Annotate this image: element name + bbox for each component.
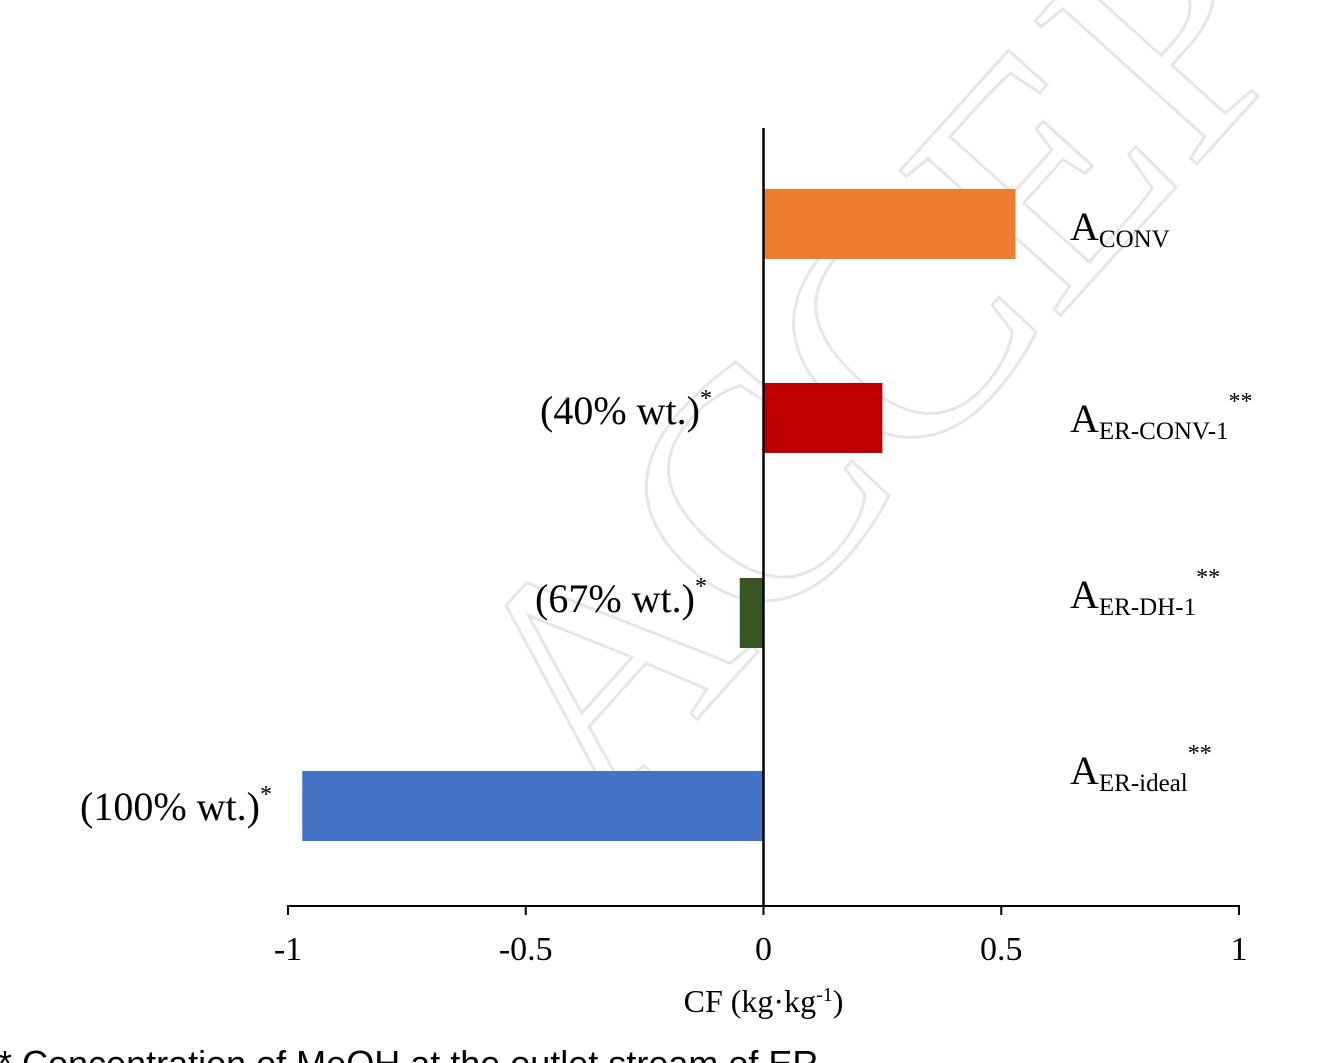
bars: [302, 189, 1016, 841]
category-label: AER-DH-1**: [1070, 565, 1220, 621]
x-tick-label: -0.5: [499, 931, 553, 968]
category-label: AER-ideal**: [1070, 741, 1212, 797]
bar-er-conv-1: [763, 383, 883, 453]
x-tick-label: 0.5: [980, 931, 1023, 968]
bar-annotation: (67% wt.)*: [535, 574, 707, 621]
bar-er-ideal: [302, 771, 764, 841]
bar-er-dh-1: [739, 578, 764, 648]
x-axis-title: CF (kg·kg-1): [684, 983, 844, 1019]
bar-annotation: (100% wt.)*: [80, 782, 272, 829]
x-tick-label: 1: [1231, 931, 1248, 968]
x-tick-label: 0: [755, 931, 772, 968]
footnote: * Concentration of MeOH at the outlet st…: [0, 1043, 818, 1063]
bar-conv: [763, 189, 1016, 259]
x-axis: -1 -0.5 0 0.5 1: [274, 128, 1248, 968]
annotations: (40% wt.)* (67% wt.)* (100% wt.)*: [80, 386, 712, 829]
bar-annotation: (40% wt.)*: [540, 386, 712, 433]
x-tick-label: -1: [274, 931, 302, 968]
category-label: ACONV: [1070, 204, 1170, 253]
category-labels: ACONV AER-CONV-1** AER-DH-1** AER-ideal**: [1070, 204, 1253, 797]
category-label: AER-CONV-1**: [1070, 389, 1253, 445]
